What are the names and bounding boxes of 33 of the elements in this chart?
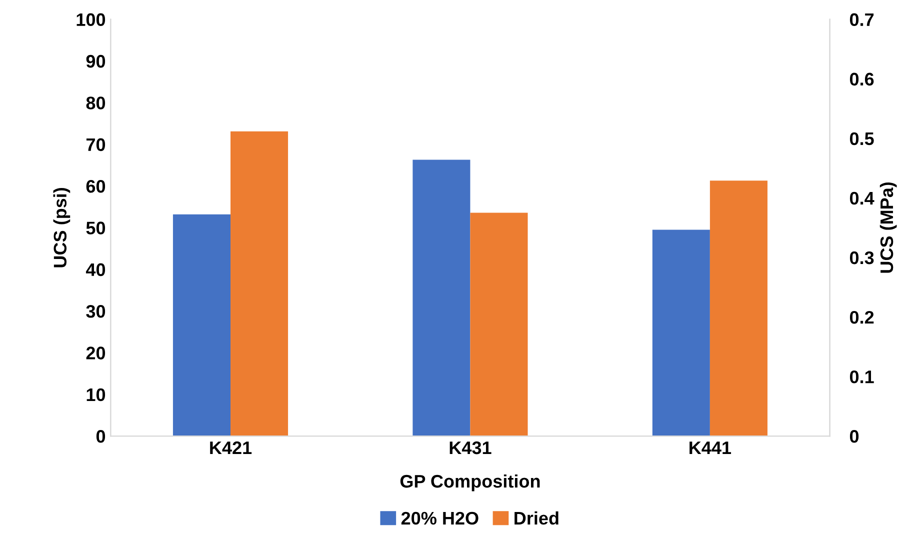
x-tick-label: K431 [450,441,492,454]
legend-label: Dried [514,511,558,525]
y-tick-label: 70 [86,138,106,152]
x-tick-label: K441 [690,442,732,454]
y2-tick-label: 0.5 [850,132,874,146]
bar [652,230,710,436]
y-tick-label: 100 [76,13,106,26]
y2-tick-label: 0.3 [850,251,874,264]
bar [710,180,768,436]
bar [172,214,230,436]
y2-axis-title: UCS (MPa) [880,182,897,273]
y-tick-label: 0 [96,430,106,443]
x-axis-title: GP Composition [400,474,540,492]
y-tick-label: 30 [86,304,106,318]
legend-label: 20% H2O [401,512,478,525]
y2-tick-label: 0.1 [850,370,874,384]
x-tick-label: K421 [210,441,252,454]
y-tick-label: 80 [86,96,106,110]
y-tick-label: 20 [86,346,106,360]
y2-tick-label: 0.7 [850,13,874,26]
y2-tick-label: 0 [850,430,859,443]
y2-tick-label: 0.4 [850,192,874,205]
bar [230,131,288,436]
y-tick-label: 10 [86,388,106,402]
y-tick-label: 90 [86,54,106,68]
y-tick-label: 60 [86,180,106,193]
y2-tick-label: 0.2 [850,310,874,324]
y-tick-label: 40 [86,263,106,276]
bar [412,160,470,436]
y-axis-title: UCS (psi) [53,188,70,268]
y2-tick-label: 0.6 [850,72,874,86]
y-tick-label: 50 [86,222,106,234]
bar [470,212,528,436]
